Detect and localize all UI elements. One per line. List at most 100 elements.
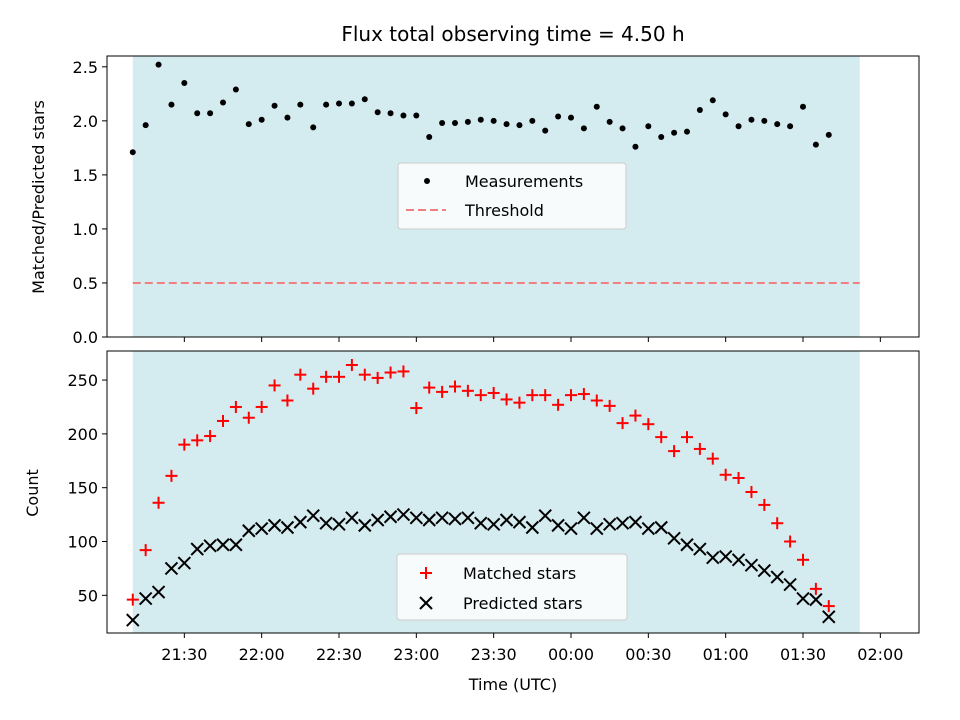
matched-star-point xyxy=(590,394,603,407)
measurement-point xyxy=(181,80,188,87)
measurement-point xyxy=(735,123,742,130)
measurement-point xyxy=(142,122,149,129)
x-axis-label: Time (UTC) xyxy=(468,675,557,694)
matched-star-point xyxy=(603,399,616,412)
predicted-star-point xyxy=(319,516,333,530)
predicted-star-point xyxy=(461,511,475,525)
matched-star-point xyxy=(642,418,655,431)
top-plot-frame xyxy=(106,55,920,338)
matched-star-point xyxy=(745,486,758,498)
measurement-point xyxy=(812,141,819,148)
top-y-tick-label: 0.5 xyxy=(73,274,98,293)
measurement-point xyxy=(413,112,420,119)
predicted-star-point xyxy=(190,542,204,556)
predicted-star-point xyxy=(370,513,385,527)
predicted-star-point xyxy=(731,553,746,567)
matched-star-point xyxy=(449,380,461,393)
predicted-stars-points xyxy=(126,507,836,627)
top-y-tick-label: 2.5 xyxy=(73,58,98,77)
matched-star-point xyxy=(500,393,513,406)
measurement-point xyxy=(490,117,497,124)
matched-star-point xyxy=(771,517,784,530)
matched-star-point xyxy=(706,452,719,465)
bottom-y-axis-label: Count xyxy=(23,469,42,517)
measurement-point xyxy=(800,103,806,110)
matched-star-point xyxy=(268,379,281,392)
predicted-star-point xyxy=(744,558,759,572)
matched-star-point xyxy=(461,384,474,397)
measurement-point xyxy=(671,129,678,136)
matched-star-point xyxy=(797,553,809,566)
measurement-point xyxy=(297,101,304,108)
predicted-star-point xyxy=(538,508,552,523)
measurement-point xyxy=(580,125,587,132)
measurement-point xyxy=(684,128,690,135)
measurement-point xyxy=(464,118,471,125)
x-tick-label: 02:00 xyxy=(857,645,903,664)
bottom-y-ticks: 50 100 150 200 250 xyxy=(67,371,107,605)
predicted-star-point xyxy=(216,538,230,552)
predicted-star-point xyxy=(809,592,823,607)
predicted-star-point xyxy=(332,517,346,531)
top-legend-box xyxy=(397,162,627,230)
measurement-point xyxy=(168,101,175,108)
top-x-ticks xyxy=(183,337,881,342)
predicted-star-point xyxy=(564,521,578,536)
measurement-point xyxy=(619,125,626,132)
predicted-star-point xyxy=(435,511,449,525)
predicted-star-point xyxy=(551,518,565,533)
measurement-point xyxy=(232,86,239,93)
measurement-point xyxy=(258,116,265,123)
predicted-star-point xyxy=(718,549,733,564)
matched-star-point xyxy=(487,386,500,399)
matched-star-point xyxy=(668,445,681,458)
matched-star-point xyxy=(436,385,449,398)
measurement-points xyxy=(129,61,832,156)
predicted-star-point xyxy=(448,512,462,526)
predicted-star-point xyxy=(138,591,153,606)
measurement-point xyxy=(155,61,162,68)
measurement-point xyxy=(310,124,317,131)
predicted-star-point xyxy=(486,517,501,531)
x-tick-label: 22:30 xyxy=(316,645,362,664)
measurement-point xyxy=(452,120,458,127)
top-y-tick-label: 1.0 xyxy=(73,220,98,239)
measurement-point xyxy=(426,134,433,141)
top-y-axis-label: Matched/Predicted stars xyxy=(29,100,48,294)
predicted-star-point xyxy=(164,561,179,576)
bottom-y-tick-label: 50 xyxy=(78,586,98,605)
predicted-star-point xyxy=(577,511,591,525)
measurement-point xyxy=(593,103,600,110)
x-tick-label: 00:30 xyxy=(625,645,671,664)
matched-star-point xyxy=(307,382,320,395)
measurement-point xyxy=(374,109,381,116)
x-tick-label: 23:30 xyxy=(471,645,517,664)
measurement-point xyxy=(606,118,613,125)
matched-star-point xyxy=(732,472,745,485)
matched-star-point xyxy=(204,430,217,443)
measurement-point xyxy=(542,127,549,134)
predicted-star-point xyxy=(525,520,540,535)
chart-title: Flux total observing time = 4.50 h xyxy=(341,22,684,46)
matched-star-point xyxy=(565,389,577,402)
matched-star-point xyxy=(693,442,706,455)
predicted-star-point xyxy=(628,515,643,529)
bottom-y-tick-label: 150 xyxy=(67,479,98,498)
predicted-star-point xyxy=(693,542,707,556)
predicted-star-point xyxy=(757,563,772,578)
matched-star-point xyxy=(358,368,371,381)
legend-predicted-label: Predicted stars xyxy=(463,594,583,613)
x-tick-label: 21:30 xyxy=(161,645,207,664)
matched-star-point xyxy=(397,365,410,378)
predicted-star-point xyxy=(474,516,488,530)
matched-star-point xyxy=(822,600,835,613)
measurement-point xyxy=(361,96,368,103)
legend-measurement-marker xyxy=(424,178,430,184)
matched-star-point xyxy=(281,394,294,407)
matched-star-point xyxy=(345,358,358,371)
top-y-tick-label: 2.0 xyxy=(73,112,98,131)
predicted-star-point xyxy=(396,507,411,522)
measurement-point xyxy=(555,113,562,120)
predicted-star-point xyxy=(345,511,359,525)
predicted-star-point xyxy=(409,511,424,525)
